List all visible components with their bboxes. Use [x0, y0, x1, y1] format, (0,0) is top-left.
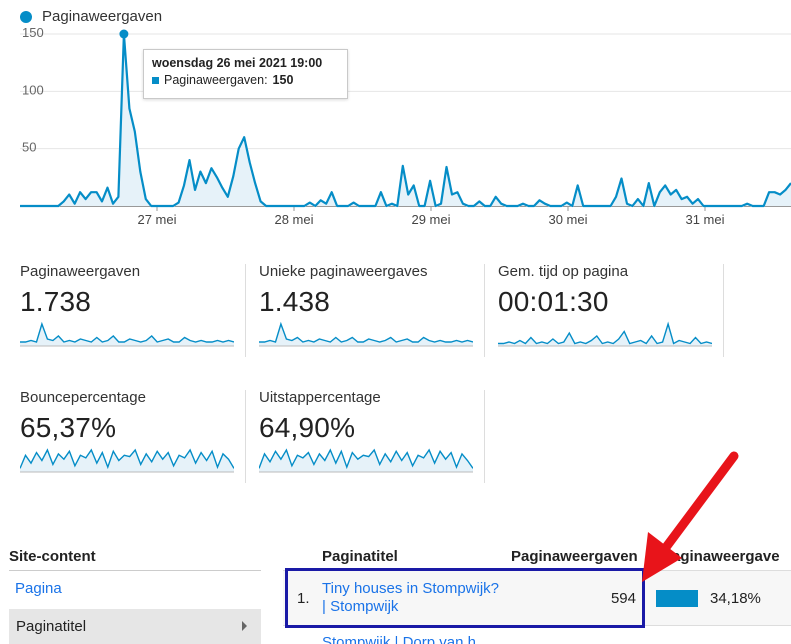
- legend-label: Paginaweergaven: [42, 8, 163, 25]
- column-header-views: Paginaweergaven: [511, 548, 638, 565]
- column-header-title: Paginatitel: [322, 548, 398, 565]
- column-header-views-pct: Paginaweergave: [662, 548, 780, 565]
- metric-label: Unieke paginaweergaves: [259, 263, 428, 280]
- pageviews-line-chart[interactable]: 150 100 50 27 mei 28 mei 29 mei 30 mei 31 mei: [0, 28, 791, 233]
- sparkline-line: [20, 321, 234, 343]
- metric-tile-pageviews[interactable]: Paginaweergaven 1.738: [20, 263, 256, 347]
- metric-sparkline: [259, 321, 473, 347]
- site-content-heading: Site-content: [9, 548, 96, 565]
- tooltip-label: Paginaweergaven:: [164, 73, 268, 87]
- tooltip-date: woensdag 26 mei 2021 19:00: [152, 56, 323, 70]
- x-tick-label: 29 mei: [411, 212, 450, 227]
- metric-value: 65,37%: [20, 412, 117, 443]
- metric-sparkline: [259, 448, 473, 473]
- tooltip-series-icon: [152, 76, 159, 84]
- row-title-link[interactable]: Stompwijk | Dorp van h: [322, 634, 476, 644]
- row-share-bar: [656, 590, 698, 607]
- metric-value: 1.738: [20, 286, 92, 317]
- metric-label: Gem. tijd op pagina: [498, 263, 629, 280]
- tile-divider: [484, 264, 485, 357]
- sparkline-area: [20, 324, 234, 346]
- chevron-right-icon: [242, 621, 247, 631]
- chart-tooltip: woensdag 26 mei 2021 19:00 Paginaweergav…: [143, 49, 348, 99]
- row-title-link[interactable]: Tiny houses in Stompwijk? | Stompwijk: [322, 580, 500, 615]
- tile-divider: [245, 264, 246, 357]
- site-content-item-paginatitel[interactable]: Paginatitel: [9, 609, 261, 644]
- chart-series: [20, 29, 791, 208]
- y-tick-label: 50: [22, 140, 36, 155]
- x-tick-label: 27 mei: [137, 212, 176, 227]
- metric-value: 64,90%: [259, 412, 356, 443]
- metric-tile-unique-pageviews[interactable]: Unieke paginaweergaves 1.438: [259, 263, 495, 347]
- metric-tile-bounce-rate[interactable]: Bouncepercentage 65,37%: [20, 389, 256, 473]
- x-tick-label: 28 mei: [274, 212, 313, 227]
- row-views-value: 594: [610, 590, 636, 607]
- tile-divider: [245, 390, 246, 483]
- chart-axis-labels: 150 100 50 27 mei 28 mei 29 mei 30 mei 31 mei: [22, 28, 725, 227]
- metric-tile-avg-time[interactable]: Gem. tijd op pagina 00:01:30: [498, 263, 734, 347]
- y-tick-label: 100: [22, 82, 44, 97]
- site-content-link-pagina[interactable]: Pagina: [15, 580, 62, 597]
- chart-legend[interactable]: Paginaweergaven: [20, 8, 162, 25]
- tooltip-value: 150: [272, 73, 294, 87]
- sparkline-area: [20, 450, 234, 472]
- sparkline-line: [259, 321, 473, 343]
- metric-tile-exit-rate[interactable]: Uitstappercentage 64,90%: [259, 389, 495, 473]
- sparkline-area: [259, 450, 473, 472]
- sparkline-line: [498, 321, 712, 345]
- red-arrow-annotation: [642, 451, 739, 582]
- site-content-item-label: Paginatitel: [16, 618, 87, 635]
- metric-label: Uitstappercentage: [259, 389, 381, 406]
- sparkline-area: [259, 324, 473, 346]
- hover-point: [119, 29, 129, 39]
- metric-value: 1.438: [259, 286, 331, 317]
- tile-divider: [723, 264, 724, 357]
- metric-label: Paginaweergaven: [20, 263, 141, 280]
- row-share-percent: 34,18%: [710, 590, 761, 607]
- row-number: 1.: [297, 590, 310, 607]
- metric-label: Bouncepercentage: [20, 389, 146, 406]
- x-tick-label: 31 mei: [685, 212, 724, 227]
- divider: [9, 570, 261, 571]
- x-tick-label: 30 mei: [548, 212, 587, 227]
- legend-dot-icon: [20, 10, 32, 23]
- metric-value: 00:01:30: [498, 286, 609, 317]
- metric-sparkline: [20, 321, 234, 347]
- metric-sparkline: [20, 448, 234, 473]
- tile-divider: [484, 390, 485, 483]
- y-tick-label: 150: [22, 28, 44, 40]
- metric-sparkline: [498, 321, 712, 347]
- sparkline-line: [20, 448, 234, 470]
- sparkline-line: [259, 448, 473, 470]
- highlight-box: [285, 568, 645, 628]
- series-line: [20, 32, 791, 208]
